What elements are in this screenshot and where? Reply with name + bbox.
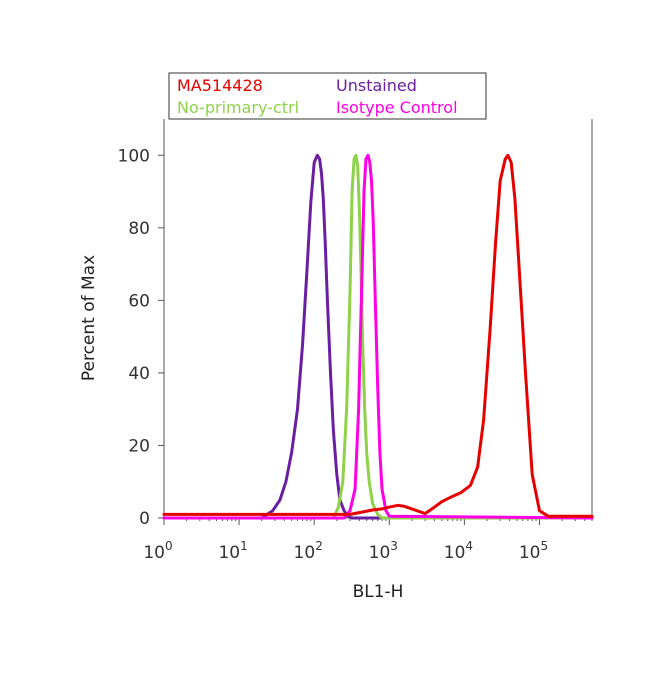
x-axis: 100 101 102 103 104 105 (143, 518, 593, 563)
x-tick-label: 100 (143, 539, 172, 563)
y-tick-label: 80 (128, 219, 150, 239)
legend-entry-isotype-control: Isotype Control (336, 98, 458, 117)
x-tick-label: 105 (519, 539, 548, 563)
x-tick-label: 104 (444, 539, 473, 563)
series-line-isotype-control (162, 153, 594, 520)
series-layer (162, 153, 594, 520)
x-axis-title: BL1-H (353, 582, 404, 602)
y-tick-label: 100 (118, 146, 150, 166)
legend-entry-unstained: Unstained (336, 76, 417, 95)
x-tick-label: 101 (218, 539, 247, 563)
y-axis-title: Percent of Max (79, 255, 99, 381)
x-tick-label: 103 (369, 539, 398, 563)
y-axis: 0 20 40 60 80 100 (118, 146, 164, 529)
legend-entry-ma514428: MA514428 (177, 76, 263, 95)
legend-frame (168, 72, 487, 120)
legend: MA514428 Unstained No-primary-ctrl Isoty… (168, 72, 487, 120)
series-line-ma514428 (162, 153, 594, 518)
y-tick-label: 0 (139, 509, 150, 529)
y-tick-label: 60 (128, 291, 150, 311)
y-tick-label: 40 (128, 364, 150, 384)
legend-entry-no-primary-ctrl: No-primary-ctrl (177, 98, 299, 117)
series-line-no-primary-ctrl (162, 153, 594, 520)
series-line-unstained (162, 153, 594, 520)
plot-frame (163, 119, 593, 519)
y-tick-label: 20 (128, 436, 150, 456)
x-tick-label: 102 (294, 539, 323, 563)
